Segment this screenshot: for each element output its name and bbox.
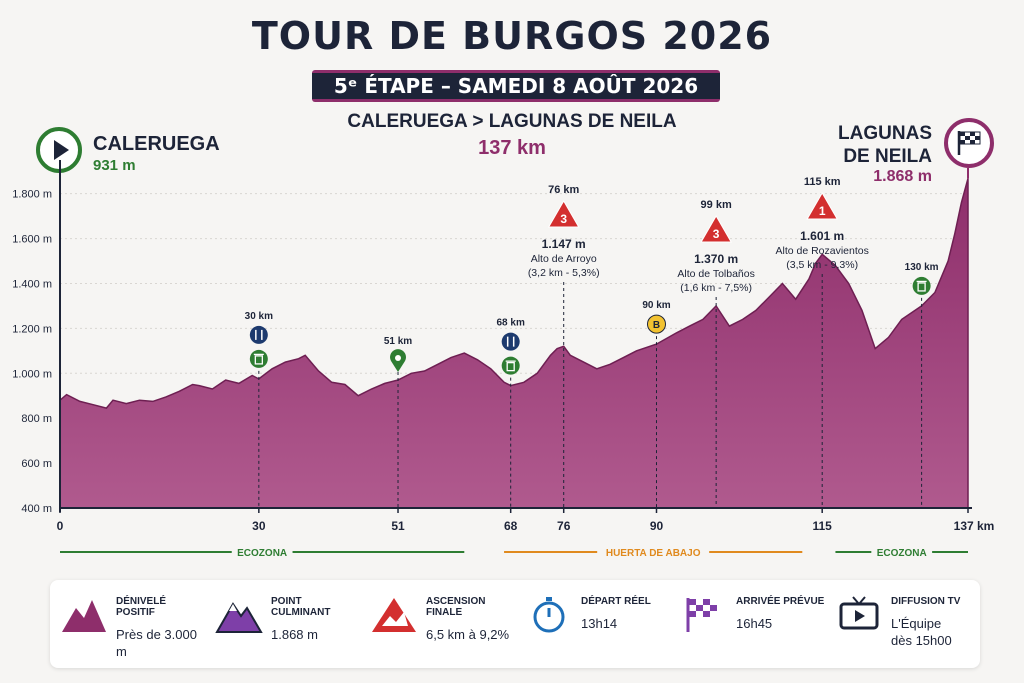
stat-label: DIFFUSION TV bbox=[891, 596, 961, 607]
route-label: CALERUEGA > LAGUNAS DE NEILA bbox=[347, 111, 677, 132]
finish-name-line1: LAGUNAS bbox=[838, 123, 932, 144]
bin-icon bbox=[501, 356, 520, 375]
climb-category-icon bbox=[806, 191, 839, 220]
stat-value: 16h45 bbox=[736, 616, 773, 631]
stat-value-secondary: dès 15h00 bbox=[891, 633, 952, 648]
y-tick-label: 1.600 m bbox=[12, 234, 52, 246]
x-tick-label: 137 km bbox=[954, 519, 995, 533]
climb-name-label: Alto de Tolbaños bbox=[677, 268, 754, 280]
stat-checkered-flag: ARRIVÉE PRÉVUE 16h45 bbox=[670, 580, 825, 668]
finish-altitude: 1.868 m bbox=[873, 168, 932, 185]
stat-text: POINT CULMINANT 1.868 m bbox=[271, 594, 360, 643]
y-tick-label: 1.200 m bbox=[12, 323, 52, 335]
x-tick-label: 115 bbox=[813, 519, 833, 533]
x-tick-label: 0 bbox=[57, 519, 64, 533]
climb-category-label: 3 bbox=[560, 212, 567, 226]
stat-value: L'Équipe bbox=[891, 616, 942, 631]
bin-body bbox=[917, 282, 926, 292]
climb-category-label: 3 bbox=[713, 227, 720, 241]
climb-category-icon bbox=[547, 199, 580, 228]
feed-icon bbox=[249, 325, 268, 344]
point-km-label: 130 km bbox=[905, 262, 939, 273]
zone-label: HUERTA DE ABAJO bbox=[606, 548, 701, 559]
climb-detail-label: (3,2 km - 5,3%) bbox=[528, 267, 600, 279]
stat-label: ASCENSION FINALE bbox=[426, 596, 486, 618]
stat-label: DÉNIVELÉ POSITIF bbox=[116, 596, 167, 618]
bin-body bbox=[254, 355, 263, 365]
stat-summit: POINT CULMINANT 1.868 m bbox=[205, 580, 360, 668]
climb-altitude-label: 1.601 m bbox=[800, 229, 844, 243]
climb-km-label: 99 km bbox=[701, 199, 732, 211]
y-tick-label: 1.800 m bbox=[12, 189, 52, 201]
stat-stopwatch: DÉPART RÉEL 13h14 bbox=[515, 580, 670, 668]
climb-km-label: 115 km bbox=[804, 176, 841, 188]
feed-icon bbox=[501, 332, 520, 351]
summit-icon bbox=[215, 594, 263, 638]
climb-detail-label: (1,6 km - 7,5%) bbox=[680, 282, 752, 294]
bonus-label: B bbox=[653, 320, 660, 331]
stat-text: ARRIVÉE PRÉVUE 16h45 bbox=[736, 594, 824, 632]
finish-name-line2: DE NEILA bbox=[843, 146, 932, 167]
stat-final-climb: ASCENSION FINALE 6,5 km à 9,2% bbox=[360, 580, 515, 668]
stat-label: DÉPART RÉEL bbox=[581, 596, 651, 607]
stat-text: DÉPART RÉEL 13h14 bbox=[581, 594, 651, 632]
zone-label: ECOZONA bbox=[877, 548, 927, 559]
page-title: TOUR DE BURGOS 2026 bbox=[251, 14, 773, 58]
start-name: CALERUEGA bbox=[93, 133, 220, 155]
stat-text: DÉNIVELÉ POSITIF Près de 3.000 m bbox=[116, 594, 205, 660]
y-tick-label: 400 m bbox=[21, 503, 52, 515]
x-tick-label: 30 bbox=[252, 519, 266, 533]
start-altitude: 931 m bbox=[93, 157, 136, 174]
bin-icon bbox=[249, 349, 268, 368]
stopwatch-icon bbox=[525, 594, 573, 638]
point-km-label: 51 km bbox=[384, 336, 412, 347]
stat-tv: DIFFUSION TV L'Équipe dès 15h00 bbox=[825, 580, 980, 668]
stat-text: DIFFUSION TV L'Équipe dès 15h00 bbox=[891, 594, 960, 649]
climb-name-label: Alto de Arroyo bbox=[531, 253, 597, 265]
stats-footer: DÉNIVELÉ POSITIF Près de 3.000 m POINT CUL… bbox=[50, 580, 980, 668]
point-km-label: 90 km bbox=[642, 300, 670, 311]
distance-label: 137 km bbox=[478, 137, 546, 159]
stat-label: POINT CULMINANT bbox=[271, 596, 331, 618]
location-pin-dot bbox=[395, 355, 402, 362]
checkered-flag-icon bbox=[680, 594, 728, 638]
stat-value: 1.868 m bbox=[271, 627, 318, 642]
mountains-icon bbox=[60, 594, 108, 638]
bin-body bbox=[506, 361, 515, 372]
y-tick-label: 1.400 m bbox=[12, 278, 52, 290]
bonus-icon bbox=[646, 314, 666, 334]
climb-km-label: 76 km bbox=[548, 184, 579, 196]
stage-label: 5ᵉ ÉTAPE – SAMEDI 8 AOÛT 2026 bbox=[333, 74, 699, 98]
climb-detail-label: (3,5 km - 9,3%) bbox=[786, 259, 858, 271]
climb-altitude-label: 1.147 m bbox=[542, 237, 586, 251]
point-km-label: 68 km bbox=[497, 318, 525, 329]
finish-name: LAGUNAS DE NEILA bbox=[812, 122, 932, 168]
stage-banner: 5ᵉ ÉTAPE – SAMEDI 8 AOÛT 2026 bbox=[312, 70, 720, 102]
stat-value: Près de 3.000 m bbox=[116, 627, 197, 659]
zone-label: ECOZONA bbox=[237, 548, 287, 559]
final-climb-icon bbox=[370, 594, 418, 638]
stat-value: 13h14 bbox=[581, 616, 618, 631]
y-tick-label: 600 m bbox=[21, 458, 52, 470]
climb-category-label: 1 bbox=[819, 204, 826, 218]
elevation-profile-chart: 400 m 600 m 800 m 1.000 m 1.200 m 1.400 m 1.60… bbox=[12, 160, 995, 559]
x-tick-label: 68 bbox=[504, 519, 518, 533]
climb-name-label: Alto de Rozavientos bbox=[775, 245, 868, 257]
climb-altitude-label: 1.370 m bbox=[694, 252, 738, 266]
point-km-label: 30 km bbox=[245, 311, 273, 322]
x-tick-label: 76 bbox=[557, 519, 571, 533]
tv-icon bbox=[835, 594, 883, 638]
stat-text: ASCENSION FINALE 6,5 km à 9,2% bbox=[426, 594, 515, 643]
x-tick-label: 51 bbox=[391, 519, 405, 533]
y-tick-label: 1.000 m bbox=[12, 368, 52, 380]
stat-value: 6,5 km à 9,2% bbox=[426, 627, 510, 642]
checkered-flag-icon bbox=[944, 118, 994, 168]
y-tick-label: 800 m bbox=[21, 413, 52, 425]
bin-icon bbox=[912, 276, 931, 295]
x-tick-label: 90 bbox=[650, 519, 664, 533]
elevation-area bbox=[59, 178, 969, 509]
climb-category-icon bbox=[700, 214, 733, 243]
stat-label: ARRIVÉE PRÉVUE bbox=[736, 596, 825, 607]
stat-mountains: DÉNIVELÉ POSITIF Près de 3.000 m bbox=[50, 580, 205, 668]
